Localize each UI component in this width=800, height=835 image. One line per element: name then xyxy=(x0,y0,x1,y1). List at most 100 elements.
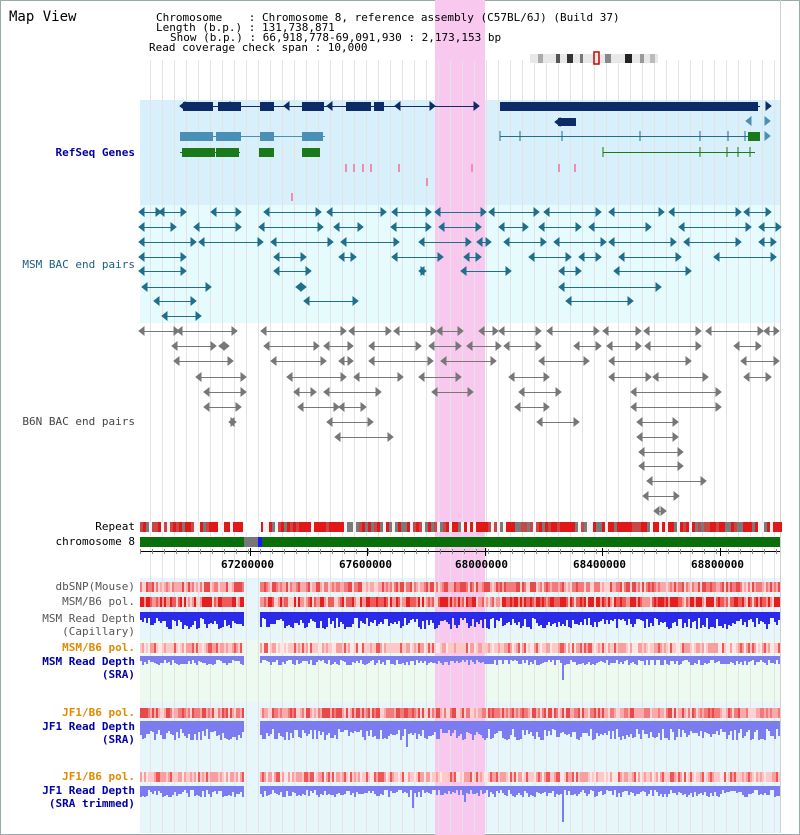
msm-capillary-depth-bar xyxy=(198,612,200,628)
bac-end xyxy=(467,386,474,398)
msm-sra-depth-bar xyxy=(614,656,616,663)
bac-end xyxy=(463,251,470,263)
track-label-chromosome[interactable]: chromosome 8 xyxy=(55,535,135,548)
jf1-sra-depth-bar xyxy=(386,721,388,739)
jf1-trimmed-depth-bar xyxy=(148,786,150,790)
msm-b6-pol-sra-strip xyxy=(478,643,480,653)
jf1-sra-depth-bar xyxy=(190,721,192,740)
jf1-sra-depth-bar xyxy=(362,721,364,737)
jf1-trimmed-depth-bar xyxy=(754,786,756,790)
jf1-sra-depth-bar xyxy=(264,721,266,739)
msm-b6-pol-strip xyxy=(232,597,234,607)
dbsnp-strip xyxy=(582,582,584,592)
jf1-sra-depth-bar xyxy=(312,721,314,739)
jf1-sra-depth-bar xyxy=(218,721,220,735)
jf1-b6-pol-2-strip xyxy=(736,772,738,782)
jf1-sra-depth-bar xyxy=(234,721,236,737)
bac-end xyxy=(138,236,145,248)
msm-b6-pol-sra-strip xyxy=(666,643,668,653)
bac-end xyxy=(315,206,322,218)
jf1-sra-depth-bar xyxy=(594,721,596,739)
jf1-b6-pol-2-strip xyxy=(290,772,292,782)
track-label-msm-depth-sra[interactable]: MSM Read Depth xyxy=(42,655,135,668)
msm-b6-pol-sra-strip xyxy=(240,643,242,653)
track-label-jf1-b6-pol-2[interactable]: JF1/B6 pol. xyxy=(62,770,135,783)
jf1-trimmed-depth-bar xyxy=(598,786,600,792)
msm-b6-pol-sra-strip xyxy=(192,643,194,653)
msm-sra-depth-bar xyxy=(660,656,662,665)
jf1-b6-pol-2-strip xyxy=(260,772,262,782)
bac-end xyxy=(743,206,750,218)
jf1-b6-pol-2-strip xyxy=(504,772,506,782)
jf1-b6-pol-2-strip xyxy=(202,772,204,782)
jf1-b6-pol-strip xyxy=(156,708,158,718)
msm-b6-pol-sra-strip xyxy=(522,643,524,653)
jf1-b6-pol-strip xyxy=(574,708,576,718)
track-label-jf1-depth-sra[interactable]: JF1 Read Depth xyxy=(42,720,135,733)
msm-b6-pol-sra-strip xyxy=(260,643,262,653)
bac-end xyxy=(425,206,432,218)
msm-capillary-depth-bar xyxy=(232,612,234,621)
msm-b6-pol-strip xyxy=(354,597,356,607)
dbsnp-strip xyxy=(622,582,624,592)
jf1-sra-depth-bar xyxy=(522,721,524,730)
repeat-block xyxy=(341,522,344,532)
track-label-refseq[interactable]: RefSeq Genes xyxy=(55,146,135,159)
bac-end xyxy=(618,251,625,263)
msm-capillary-depth-bar xyxy=(652,612,654,626)
track-label-msm-bac[interactable]: MSM BAC end pairs xyxy=(22,258,135,271)
jf1-sra-depth-bar xyxy=(272,721,274,729)
dbsnp-strip xyxy=(226,582,228,592)
jf1-sra-depth-bar xyxy=(510,721,512,735)
msm-b6-pol-sra-strip xyxy=(624,643,626,653)
track-label-msm-b6-pol-sra[interactable]: MSM/B6 pol. xyxy=(62,641,135,654)
dbsnp-strip xyxy=(726,582,728,592)
dbsnp-strip xyxy=(568,582,570,592)
jf1-b6-pol-strip xyxy=(370,708,372,718)
jf1-trimmed-depth-bar xyxy=(610,786,612,791)
msm-sra-depth-bar xyxy=(588,656,590,662)
jf1-b6-pol-strip xyxy=(544,708,546,718)
track-label-b6n-bac[interactable]: B6N BAC end pairs xyxy=(22,415,135,428)
jf1-sra-depth-bar xyxy=(618,721,620,737)
jf1-b6-pol-2-strip xyxy=(536,772,538,782)
jf1-b6-pol-strip xyxy=(144,708,146,718)
msm-b6-pol-sra-strip xyxy=(724,643,726,653)
msm-b6-pol-sra-strip xyxy=(308,643,310,653)
track-label-dbsnp[interactable]: dbSNP(Mouse) xyxy=(55,580,135,593)
jf1-b6-pol-2-strip xyxy=(170,772,172,782)
track-label-repeat[interactable]: Repeat xyxy=(95,520,135,533)
bac-end xyxy=(263,340,270,352)
msm-b6-pol-strip xyxy=(658,597,660,607)
msm-sra-depth-bar xyxy=(230,656,232,663)
msm-sra-depth-bar xyxy=(538,656,540,665)
jf1-b6-pol-strip xyxy=(596,708,598,718)
jf1-trimmed-depth-bar xyxy=(142,786,144,796)
jf1-b6-pol-2-strip xyxy=(546,772,548,782)
jf1-sra-depth-bar xyxy=(292,721,294,738)
dbsnp-strip xyxy=(374,582,376,592)
jf1-trimmed-depth-bar xyxy=(162,786,164,797)
bac-end xyxy=(434,206,441,218)
jf1-trimmed-depth-bar xyxy=(462,786,464,795)
msm-sra-depth-bar xyxy=(356,656,358,661)
jf1-b6-pol-2-strip xyxy=(668,772,670,782)
dbsnp-strip xyxy=(656,582,658,592)
jf1-trimmed-depth-bar xyxy=(528,786,530,797)
track-label-msm-b6-pol[interactable]: MSM/B6 pol. xyxy=(62,595,135,608)
track-label-jf1-b6-pol[interactable]: JF1/B6 pol. xyxy=(62,706,135,719)
msm-b6-pol-sra-strip xyxy=(420,643,422,653)
jf1-trimmed-depth-bar xyxy=(276,786,278,794)
dbsnp-strip xyxy=(500,582,502,592)
track-label-msm-depth-capillary[interactable]: MSM Read Depth xyxy=(42,612,135,625)
repeat-block xyxy=(428,522,431,532)
msm-b6-pol-sra-strip xyxy=(552,643,554,653)
repeat-block xyxy=(449,522,452,532)
bac-end xyxy=(558,281,565,293)
msm-capillary-depth-bar xyxy=(556,612,558,627)
jf1-trimmed-depth-bar xyxy=(286,786,288,791)
dbsnp-strip xyxy=(498,582,500,592)
msm-b6-pol-strip xyxy=(362,597,364,607)
track-label-jf1-depth-trimmed[interactable]: JF1 Read Depth xyxy=(42,784,135,797)
